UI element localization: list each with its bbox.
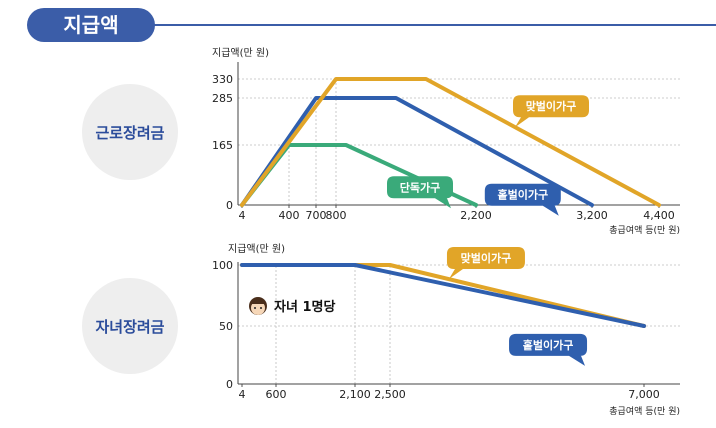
chart1-one-badge bbox=[484, 183, 561, 216]
chart1-series-line-3 bbox=[240, 77, 661, 207]
chart2-series-line-2 bbox=[240, 263, 646, 328]
chart2-xtick-2100: 2,100 bbox=[339, 388, 371, 401]
chart2-xtick-7000: 7,000 bbox=[628, 388, 660, 401]
chart2-series-line-1 bbox=[240, 263, 646, 328]
chart2-annotation: 자녀 1명당 bbox=[274, 299, 335, 315]
chart1-xlabel: 총급여액 등(만 원) bbox=[609, 224, 680, 236]
chart2-one-badge bbox=[509, 333, 588, 366]
chart1-xtick-2200: 2,200 bbox=[460, 209, 492, 222]
chart1-xtick-4400: 4,400 bbox=[643, 209, 675, 222]
child-bangs-icon bbox=[251, 300, 265, 304]
chart1-dual-badge bbox=[513, 95, 589, 128]
chart2-one-badge-label: 홑벌이가구 bbox=[523, 338, 574, 352]
chart2-dual-badge-label: 맞벌이가구 bbox=[461, 251, 512, 265]
chart2-xtick-4: 4 bbox=[239, 388, 246, 401]
chart1-ytick-0: 0 bbox=[226, 199, 233, 212]
chart2-xtick-2500: 2,500 bbox=[374, 388, 406, 401]
page-title: 지급액 bbox=[63, 13, 119, 37]
section-circle-child bbox=[82, 278, 178, 374]
chart1-dual-badge-label: 맞벌이가구 bbox=[526, 99, 577, 113]
section-label-child: 자녀장려금 bbox=[95, 318, 165, 336]
chart2-ylabel: 지급액(만 원) bbox=[228, 243, 285, 255]
section-label-earned: 근로장려금 bbox=[95, 124, 165, 142]
header-rule bbox=[150, 24, 716, 26]
chart1-ylabel: 지급액(만 원) bbox=[212, 47, 269, 59]
chart2-dual-badge bbox=[446, 247, 525, 280]
chart1-ytick-285: 285 bbox=[212, 92, 233, 105]
chart1-series-line-2 bbox=[240, 96, 594, 207]
chart2-xlabel: 총급여액 등(만 원) bbox=[609, 405, 680, 417]
chart2-ytick-0: 0 bbox=[226, 378, 233, 391]
child-eye-left-icon bbox=[254, 307, 256, 309]
chart1-xtick-800: 800 bbox=[326, 209, 347, 222]
child-eye-right-icon bbox=[260, 307, 262, 309]
chart2-ytick-100: 100 bbox=[212, 259, 233, 272]
chart1-ytick-330: 330 bbox=[212, 73, 233, 86]
section-circle-earned bbox=[82, 84, 178, 180]
chart1-ytick-165: 165 bbox=[212, 139, 233, 152]
chart1-xtick-700: 700 bbox=[306, 209, 327, 222]
chart1-xtick-4: 4 bbox=[239, 209, 246, 222]
header-pill bbox=[27, 8, 155, 42]
chart2-ytick-50: 50 bbox=[219, 320, 233, 333]
chart2-xtick-600: 600 bbox=[266, 388, 287, 401]
chart1-xtick-400: 400 bbox=[279, 209, 300, 222]
child-face-icon bbox=[251, 301, 265, 315]
chart1-one-badge-label: 홑벌이가구 bbox=[497, 188, 548, 202]
chart1-single-badge bbox=[387, 176, 453, 209]
chart1-single-badge-label: 단독가구 bbox=[400, 180, 440, 194]
chart1-xtick-3200: 3,200 bbox=[576, 209, 608, 222]
